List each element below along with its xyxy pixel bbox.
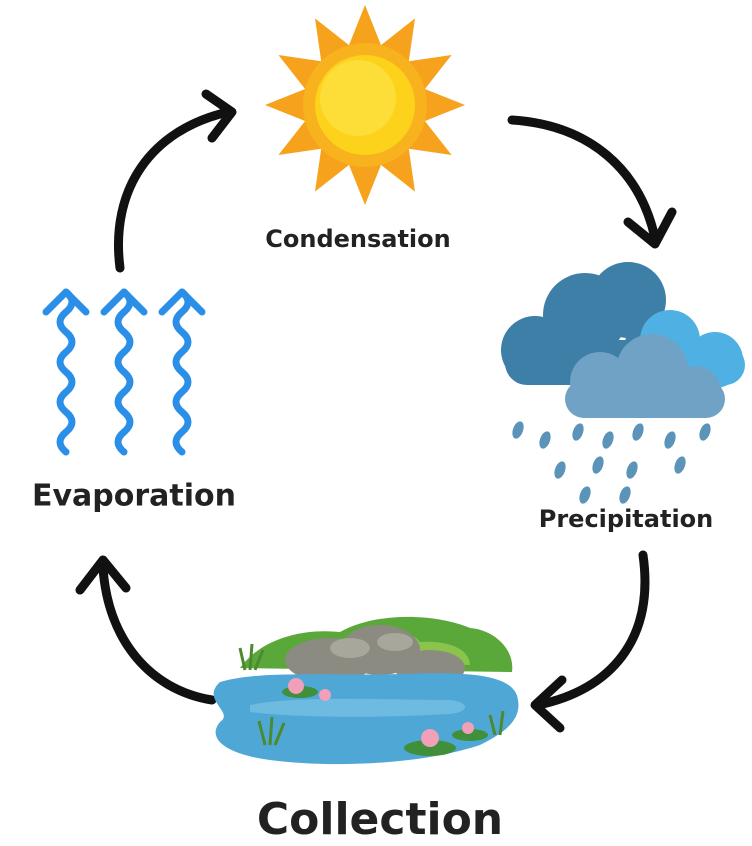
pond-icon-part-part xyxy=(330,638,370,658)
pond-icon-part-part xyxy=(319,689,331,701)
pond-icon-part xyxy=(250,699,465,717)
rain-cloud-icon-part-part xyxy=(565,380,725,418)
sun-icon-part xyxy=(320,60,396,136)
page: Condensation xyxy=(0,0,752,846)
water-cycle-diagram: Condensation xyxy=(0,0,752,846)
node-label: Collection xyxy=(257,794,503,845)
node-label: Condensation xyxy=(265,225,450,253)
pond-icon-part-part xyxy=(377,633,413,651)
pond-icon-part-part xyxy=(462,722,474,734)
node-label: Precipitation xyxy=(539,505,714,533)
pond-icon-part-part xyxy=(421,729,439,747)
pond-icon-part-part xyxy=(288,678,304,694)
node-label: Evaporation xyxy=(32,479,236,514)
